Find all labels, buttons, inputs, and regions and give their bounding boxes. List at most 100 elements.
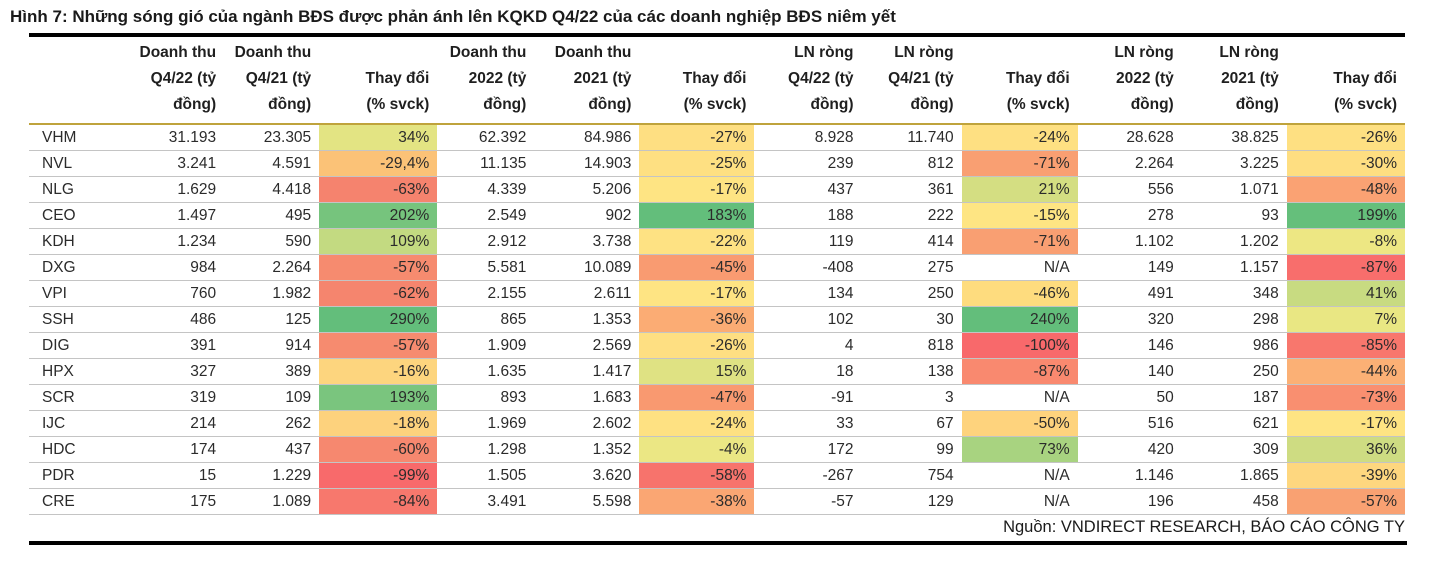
value-cell: 1.969 [437, 410, 535, 437]
value-cell: 93 [1181, 202, 1287, 229]
ticker-cell: DXG [29, 254, 110, 281]
value-cell: N/A [961, 462, 1078, 489]
change-heatmap-cell: 199% [1286, 202, 1405, 229]
value-cell: 1.417 [534, 358, 640, 385]
value-cell: 754 [861, 462, 962, 489]
column-header: Doanh thu Q4/21 (tỷ đồng) [224, 37, 320, 125]
value-cell: 1.635 [437, 358, 535, 385]
value-cell: 556 [1077, 176, 1182, 203]
value-cell: 327 [109, 358, 225, 385]
value-cell: 187 [1181, 384, 1287, 411]
value-cell: 1.071 [1181, 176, 1287, 203]
value-cell: N/A [961, 488, 1078, 515]
column-header: Thay đổi (% svck) [1286, 37, 1405, 125]
value-cell: 2.155 [437, 280, 535, 307]
value-cell: 2.264 [1077, 150, 1182, 177]
change-heatmap-cell: -45% [639, 254, 755, 281]
value-cell: 196 [1077, 488, 1182, 515]
change-heatmap-cell: 193% [319, 384, 438, 411]
table-row-dxg: DXG 984 2.264 -57% 5.581 10.089 -45% -408 275 N/A… [29, 254, 1405, 281]
value-cell: 1.102 [1077, 228, 1182, 255]
value-cell: 1.229 [224, 462, 320, 489]
table-row-ssh: SSH 486 125 290% 865 1.353 -36% 102 30 240% 320 298… [29, 306, 1405, 333]
table-row-hpx: HPX 327 389 -16% 1.635 1.417 15% 18 138 -87% 140 25… [29, 358, 1405, 385]
table-row-scr: SCR 319 109 193% 893 1.683 -47% -91 3 N/A 50 187 -73… [29, 384, 1405, 411]
table-row-cre: CRE 175 1.089 -84% 3.491 5.598 -38% -57 129 N/A 19… [29, 488, 1405, 515]
change-heatmap-cell: -57% [1286, 488, 1405, 515]
value-cell: 62.392 [437, 124, 535, 151]
change-heatmap-cell: -17% [639, 280, 755, 307]
value-cell: 278 [1077, 202, 1182, 229]
value-cell: 984 [109, 254, 225, 281]
ticker-cell: NVL [29, 150, 110, 177]
value-cell: 1.629 [109, 176, 225, 203]
value-cell: 222 [861, 202, 962, 229]
ticker-cell: KDH [29, 228, 110, 255]
value-cell: 1.909 [437, 332, 535, 359]
change-heatmap-cell: -26% [639, 332, 755, 359]
change-heatmap-cell: -73% [1286, 384, 1405, 411]
change-heatmap-cell: -26% [1286, 124, 1405, 151]
ticker-cell: CEO [29, 202, 110, 229]
value-cell: 391 [109, 332, 225, 359]
change-heatmap-cell: -50% [961, 410, 1078, 437]
value-cell: 67 [861, 410, 962, 437]
table-row-dig: DIG 391 914 -57% 1.909 2.569 -26% 4 818 -100% 146 9… [29, 332, 1405, 359]
value-cell: N/A [961, 254, 1078, 281]
ticker-cell: NLG [29, 176, 110, 203]
ticker-cell: VHM [29, 124, 110, 151]
value-cell: 486 [109, 306, 225, 333]
value-cell: 865 [437, 306, 535, 333]
table-row-hdc: HDC 174 437 -60% 1.298 1.352 -4% 172 99 73% 420 309… [29, 436, 1405, 463]
change-heatmap-cell: -84% [319, 488, 438, 515]
value-cell: 30 [861, 306, 962, 333]
change-heatmap-cell: -36% [639, 306, 755, 333]
change-heatmap-cell: 15% [639, 358, 755, 385]
column-header: Doanh thu 2022 (tỷ đồng) [437, 37, 535, 125]
change-heatmap-cell: 73% [961, 436, 1078, 463]
title-divider-rule [29, 33, 1405, 37]
value-cell: 986 [1181, 332, 1287, 359]
value-cell: 38.825 [1181, 124, 1287, 151]
value-cell: -91 [754, 384, 862, 411]
value-cell: 812 [861, 150, 962, 177]
value-cell: 175 [109, 488, 225, 515]
change-heatmap-cell: -22% [639, 228, 755, 255]
value-cell: 590 [224, 228, 320, 255]
value-cell: 23.305 [224, 124, 320, 151]
table-header: Doanh thu Q4/22 (tỷ đồng) Doanh thu Q4/21… [29, 37, 1405, 125]
table-row-nvl: NVL 3.241 4.591 -29,4% 11.135 14.903 -25% 239 81… [29, 150, 1405, 177]
value-cell: 495 [224, 202, 320, 229]
value-cell: 420 [1077, 436, 1182, 463]
table-row-pdr: PDR 15 1.229 -99% 1.505 3.620 -58% -267 754 N/A 1.… [29, 462, 1405, 489]
value-cell: 134 [754, 280, 862, 307]
value-cell: 4 [754, 332, 862, 359]
value-cell: 5.598 [534, 488, 640, 515]
change-heatmap-cell: 109% [319, 228, 438, 255]
change-heatmap-cell: -58% [639, 462, 755, 489]
table-body: VHM 31.193 23.305 34% 62.392 84.986 -27% 8.928 1… [29, 124, 1405, 515]
value-cell: 2.602 [534, 410, 640, 437]
value-cell: 2.912 [437, 228, 535, 255]
ticker-column-header [29, 37, 110, 125]
change-heatmap-cell: -62% [319, 280, 438, 307]
column-header: Thay đổi (% svck) [639, 37, 755, 125]
change-heatmap-cell: -27% [639, 124, 755, 151]
change-heatmap-cell: -60% [319, 436, 438, 463]
value-cell: 1.505 [437, 462, 535, 489]
value-cell: 18 [754, 358, 862, 385]
value-cell: 84.986 [534, 124, 640, 151]
change-heatmap-cell: -17% [1286, 410, 1405, 437]
value-cell: 3.225 [1181, 150, 1287, 177]
value-cell: 109 [224, 384, 320, 411]
value-cell: 250 [861, 280, 962, 307]
column-header: Doanh thu Q4/22 (tỷ đồng) [109, 37, 225, 125]
change-heatmap-cell: -100% [961, 332, 1078, 359]
value-cell: 760 [109, 280, 225, 307]
change-heatmap-cell: -71% [961, 228, 1078, 255]
value-cell: 14.903 [534, 150, 640, 177]
value-cell: 1.683 [534, 384, 640, 411]
change-heatmap-cell: -85% [1286, 332, 1405, 359]
change-heatmap-cell: 36% [1286, 436, 1405, 463]
change-heatmap-cell: 7% [1286, 306, 1405, 333]
